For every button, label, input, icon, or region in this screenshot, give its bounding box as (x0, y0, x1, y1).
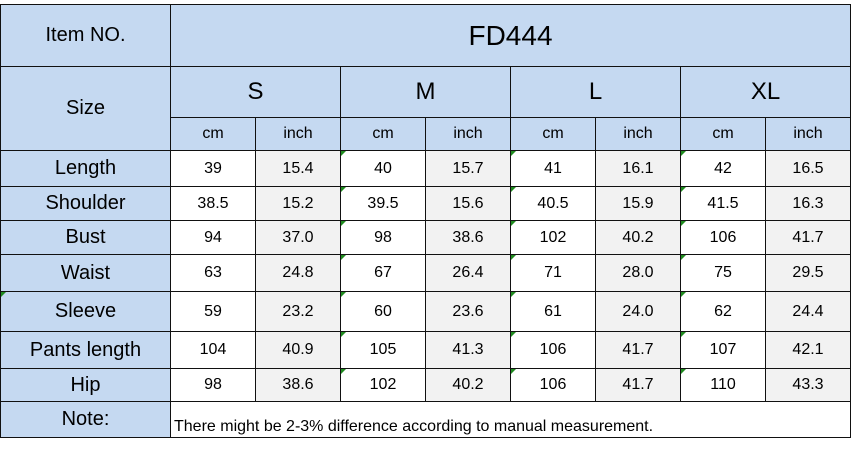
row-label: Bust (0, 220, 171, 255)
table-row: Pants length 104 40.9 105 41.3 106 41.7 107 42.1 (0, 331, 851, 369)
cell-inch: 15.4 (255, 150, 341, 187)
table-row: Shoulder 38.5 15.2 39.5 15.6 40.5 15.9 41.5 16.3 (0, 186, 851, 221)
unit-header: cm (680, 117, 766, 151)
cell-inch: 16.5 (765, 150, 851, 187)
row-label: Length (0, 150, 171, 187)
cell-inch: 16.1 (595, 150, 681, 187)
cell-cm: 42 (680, 150, 766, 187)
size-label: Size (0, 66, 171, 151)
cell-cm: 59 (170, 291, 256, 332)
table-row: Bust 94 37.0 98 38.6 102 40.2 106 41.7 (0, 220, 851, 255)
cell-cm: 104 (170, 331, 256, 369)
unit-header: cm (510, 117, 596, 151)
cell-inch: 24.8 (255, 254, 341, 292)
cell-inch: 43.3 (765, 368, 851, 402)
cell-cm: 40.5 (510, 186, 596, 221)
cell-cm: 67 (340, 254, 426, 292)
cell-cm: 38.5 (170, 186, 256, 221)
cell-inch: 41.7 (595, 368, 681, 402)
cell-inch: 15.6 (425, 186, 511, 221)
cell-cm: 39 (170, 150, 256, 187)
cell-inch: 40.9 (255, 331, 341, 369)
cell-inch: 42.1 (765, 331, 851, 369)
cell-inch: 23.2 (255, 291, 341, 332)
table-row: Sleeve 59 23.2 60 23.6 61 24.0 62 24.4 (0, 291, 851, 332)
cell-cm: 98 (170, 368, 256, 402)
cell-inch: 16.3 (765, 186, 851, 221)
unit-header: inch (765, 117, 851, 151)
row-label: Waist (0, 254, 171, 292)
cell-cm: 62 (680, 291, 766, 332)
cell-inch: 24.0 (595, 291, 681, 332)
table-row: Length 39 15.4 40 15.7 41 16.1 42 16.5 (0, 150, 851, 187)
cell-cm: 41.5 (680, 186, 766, 221)
row-label: Hip (0, 368, 171, 402)
unit-header: cm (340, 117, 426, 151)
cell-cm: 106 (680, 220, 766, 255)
cell-inch: 29.5 (765, 254, 851, 292)
row-label: Pants length (0, 331, 171, 369)
cell-cm: 102 (510, 220, 596, 255)
size-chart: Item NO. FD444 Size S M L XL cm inch cm inc… (0, 4, 851, 438)
size-table: Item NO. FD444 Size S M L XL cm inch cm inc… (0, 4, 851, 438)
unit-header: inch (255, 117, 341, 151)
cell-cm: 41 (510, 150, 596, 187)
cell-cm: 105 (340, 331, 426, 369)
cell-cm: 94 (170, 220, 256, 255)
cell-cm: 61 (510, 291, 596, 332)
item-no-label: Item NO. (0, 4, 171, 67)
note-text: There might be 2-3% difference according… (170, 401, 851, 438)
cell-cm: 107 (680, 331, 766, 369)
cell-cm: 75 (680, 254, 766, 292)
unit-header: cm (170, 117, 256, 151)
cell-cm: 63 (170, 254, 256, 292)
cell-inch: 37.0 (255, 220, 341, 255)
row-label: Sleeve (0, 291, 171, 332)
cell-inch: 15.7 (425, 150, 511, 187)
table-row: Waist 63 24.8 67 26.4 71 28.0 75 29.5 (0, 254, 851, 292)
size-header-xl: XL (680, 66, 851, 118)
unit-header: inch (595, 117, 681, 151)
size-header-s: S (170, 66, 341, 118)
cell-inch: 28.0 (595, 254, 681, 292)
cell-cm: 98 (340, 220, 426, 255)
size-header-l: L (510, 66, 681, 118)
table-row: Hip 98 38.6 102 40.2 106 41.7 110 43.3 (0, 368, 851, 402)
row-label: Shoulder (0, 186, 171, 221)
cell-inch: 24.4 (765, 291, 851, 332)
item-number: FD444 (170, 4, 851, 67)
cell-inch: 26.4 (425, 254, 511, 292)
cell-inch: 23.6 (425, 291, 511, 332)
cell-inch: 38.6 (425, 220, 511, 255)
cell-cm: 102 (340, 368, 426, 402)
cell-inch: 40.2 (425, 368, 511, 402)
cell-inch: 41.7 (765, 220, 851, 255)
note-row: Note: There might be 2-3% difference acco… (0, 401, 851, 438)
cell-inch: 38.6 (255, 368, 341, 402)
cell-inch: 40.2 (595, 220, 681, 255)
unit-header: inch (425, 117, 511, 151)
cell-inch: 15.9 (595, 186, 681, 221)
cell-cm: 106 (510, 331, 596, 369)
cell-inch: 41.7 (595, 331, 681, 369)
cell-cm: 110 (680, 368, 766, 402)
size-header-m: M (340, 66, 511, 118)
cell-cm: 106 (510, 368, 596, 402)
cell-cm: 71 (510, 254, 596, 292)
cell-cm: 40 (340, 150, 426, 187)
cell-inch: 15.2 (255, 186, 341, 221)
cell-cm: 39.5 (340, 186, 426, 221)
cell-cm: 60 (340, 291, 426, 332)
cell-inch: 41.3 (425, 331, 511, 369)
note-label: Note: (0, 401, 171, 438)
